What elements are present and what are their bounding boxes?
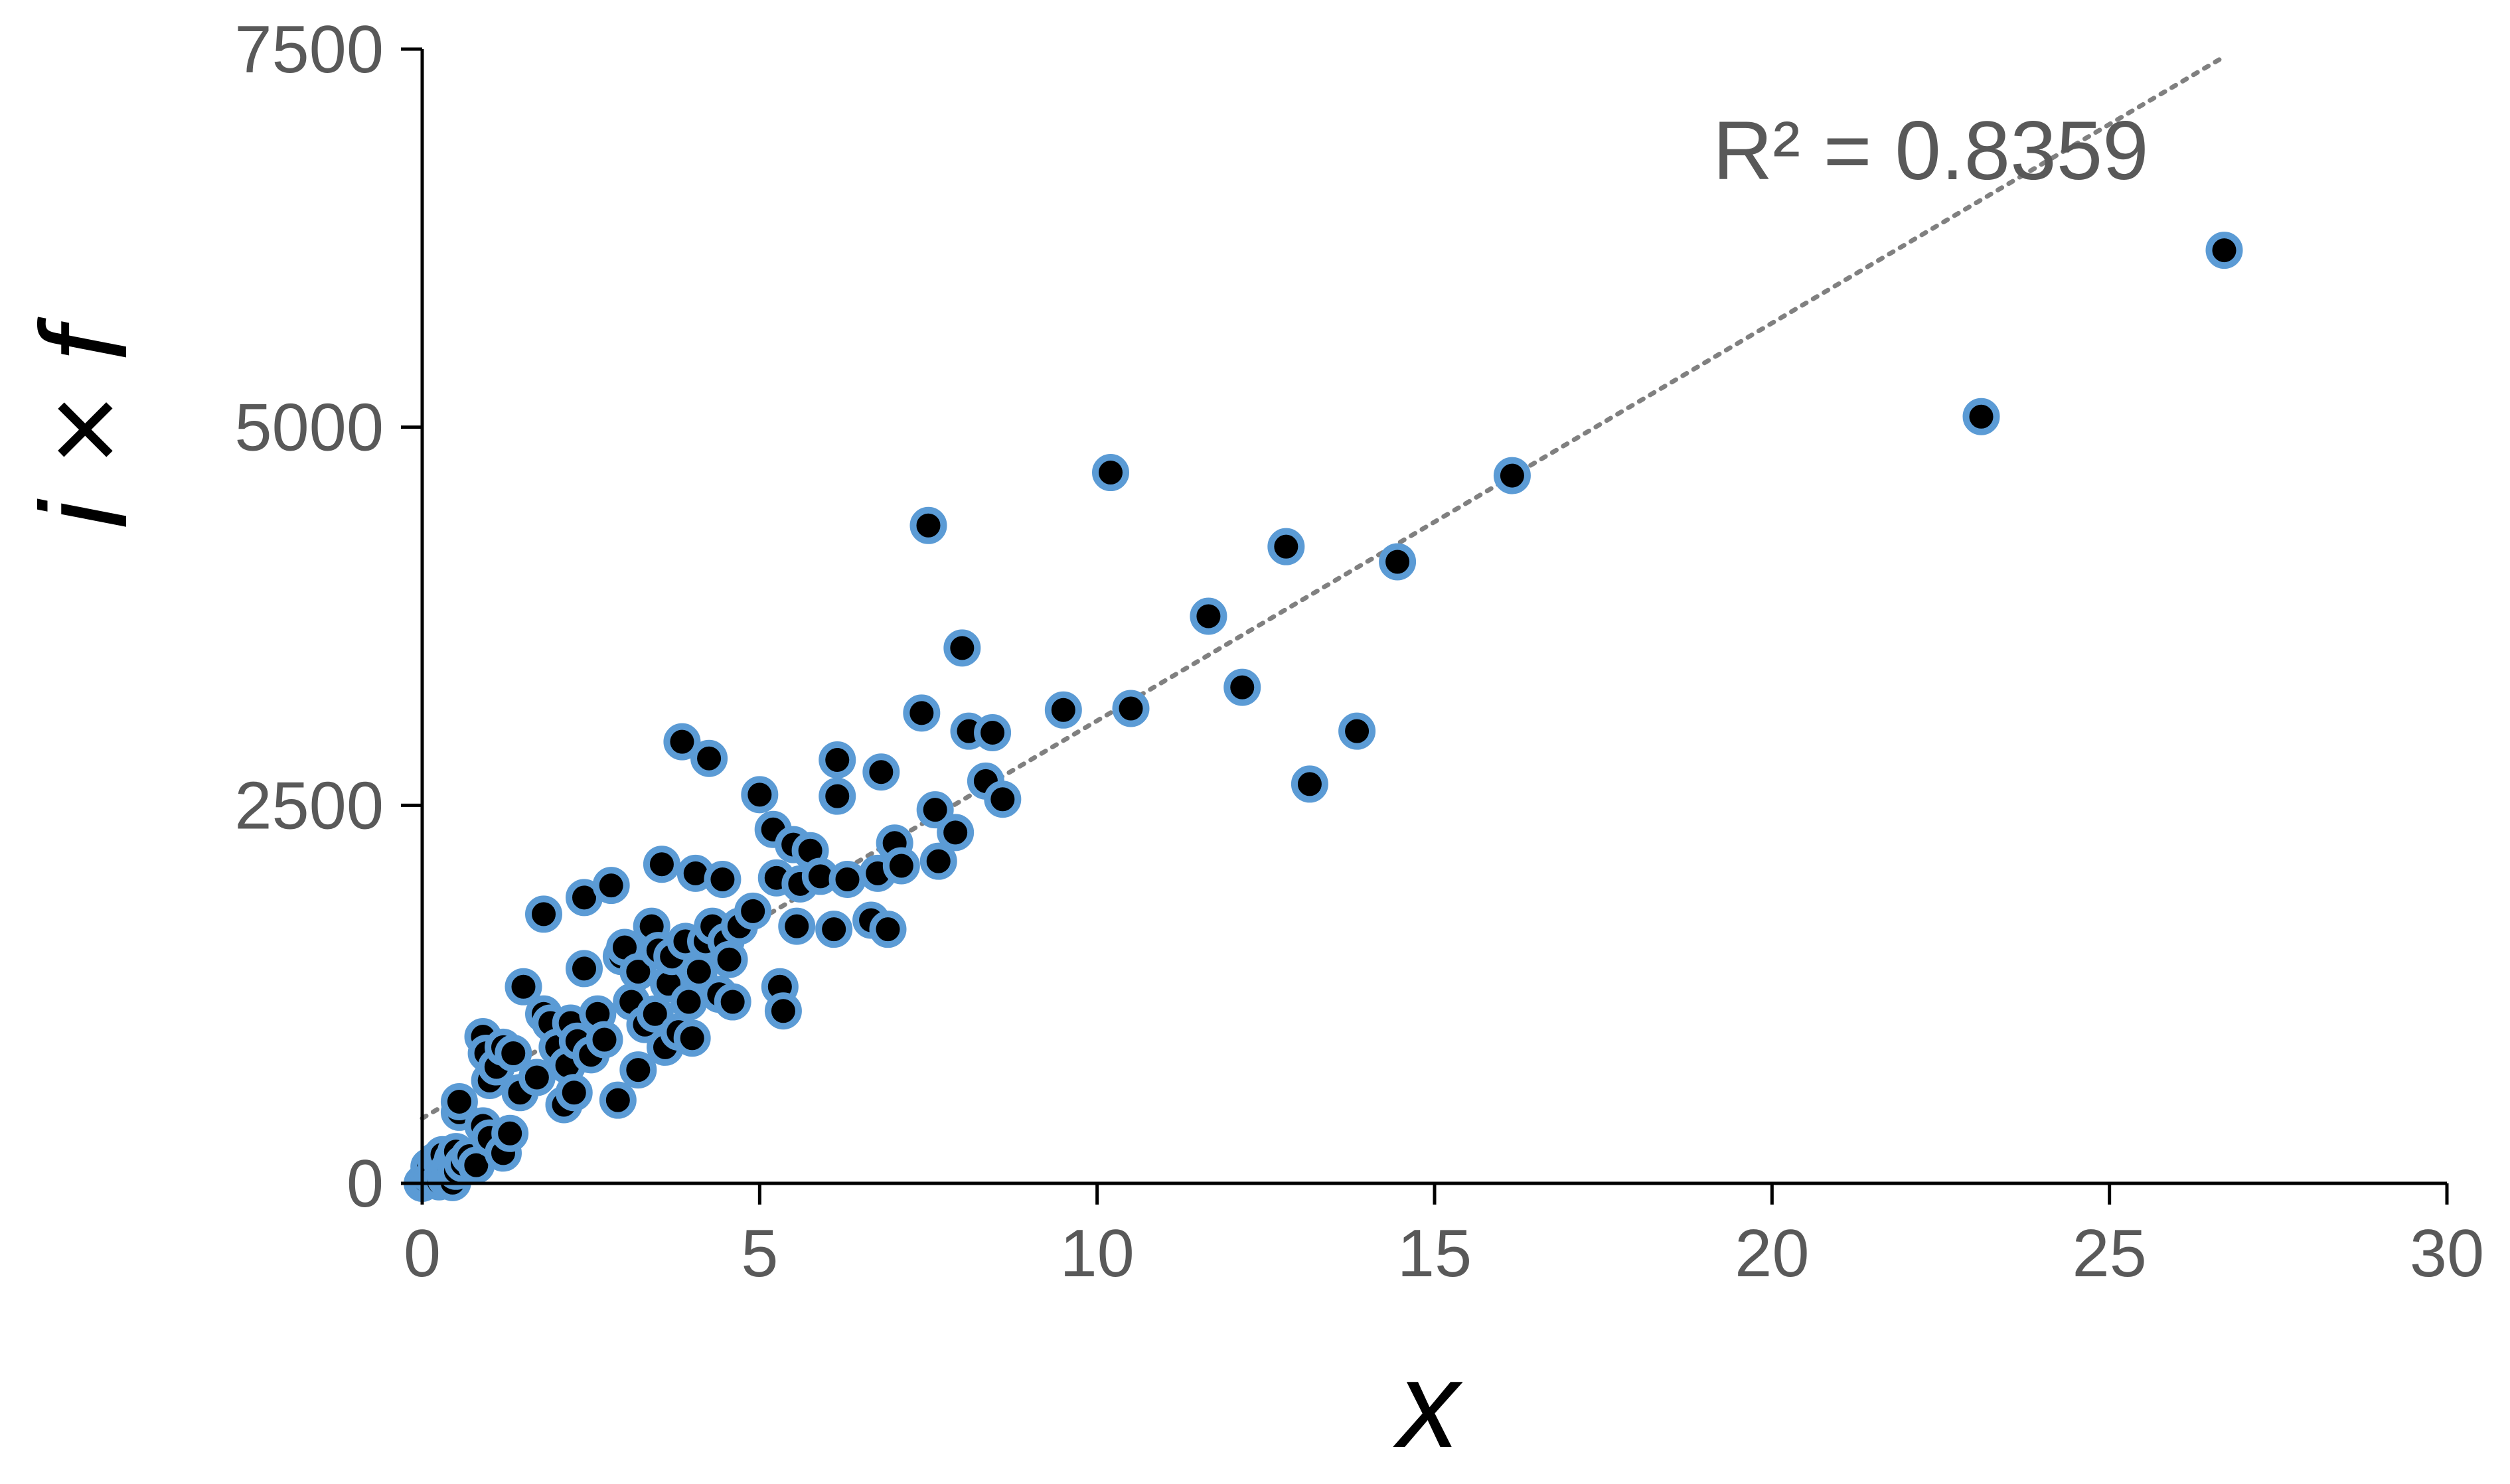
- data-point: [586, 1021, 623, 1059]
- data-point: [643, 846, 680, 883]
- data-points-group: [404, 232, 2243, 1202]
- tick-labels-group: 0 2500 5000 7500 0 5 10 15 20 25 30: [234, 13, 2484, 1291]
- data-point: [1190, 597, 1227, 635]
- y-tick-label: 2500: [234, 769, 384, 843]
- data-point: [937, 814, 975, 852]
- data-point: [1044, 691, 1082, 729]
- data-point: [862, 753, 900, 791]
- data-point: [828, 860, 866, 898]
- data-point: [734, 892, 772, 930]
- data-point: [869, 911, 907, 948]
- data-point: [636, 995, 674, 1033]
- data-point: [943, 629, 981, 667]
- data-point: [1338, 712, 1376, 750]
- data-point: [916, 791, 954, 829]
- data-point: [1379, 543, 1417, 581]
- data-point: [491, 1114, 529, 1152]
- data-point: [670, 983, 708, 1021]
- data-point: [1223, 668, 1261, 706]
- data-point: [599, 1081, 637, 1119]
- x-axis-title: x: [1393, 1337, 1463, 1473]
- data-point: [1291, 765, 1328, 803]
- x-tick-label: 25: [2072, 1217, 2146, 1291]
- data-point: [714, 983, 751, 1021]
- data-point: [704, 860, 742, 898]
- data-point: [592, 867, 630, 905]
- data-point: [673, 1019, 711, 1057]
- data-point: [495, 1035, 532, 1073]
- data-point: [882, 847, 920, 885]
- data-point: [1493, 457, 1531, 494]
- data-point: [974, 713, 1012, 751]
- data-point: [2205, 232, 2243, 269]
- data-point: [778, 907, 816, 945]
- data-point: [566, 950, 603, 988]
- data-point: [555, 1074, 593, 1112]
- data-point: [440, 1082, 478, 1120]
- data-point: [1267, 528, 1305, 565]
- r-squared-label: R² = 0.8359: [1713, 105, 2149, 197]
- data-point: [1962, 398, 2000, 435]
- y-tick-label: 7500: [234, 13, 384, 87]
- axes-group: [401, 47, 2449, 1205]
- x-tick-label: 5: [741, 1217, 778, 1291]
- data-point: [909, 506, 947, 544]
- data-point: [525, 895, 562, 933]
- data-point: [903, 694, 941, 732]
- data-point: [741, 776, 779, 814]
- x-tick-label: 15: [1397, 1217, 1472, 1291]
- data-point: [815, 911, 853, 948]
- trendline: [420, 54, 2227, 1121]
- data-point: [819, 741, 856, 779]
- data-point: [690, 739, 728, 777]
- data-point: [764, 992, 802, 1030]
- x-tick-label: 0: [404, 1217, 441, 1291]
- data-point: [819, 777, 856, 815]
- data-point: [1092, 454, 1129, 492]
- data-point: [663, 723, 701, 761]
- data-point: [984, 780, 1022, 818]
- data-point: [518, 1059, 556, 1096]
- x-tick-label: 20: [1735, 1217, 1809, 1291]
- y-tick-label: 5000: [234, 391, 384, 465]
- data-point: [505, 968, 542, 1005]
- data-point: [1112, 690, 1150, 727]
- data-point: [619, 1051, 657, 1089]
- y-axis-title: i × f: [16, 317, 153, 529]
- data-point: [919, 842, 957, 880]
- data-point: [710, 940, 748, 978]
- x-tick-label: 10: [1059, 1217, 1134, 1291]
- x-tick-label: 30: [2410, 1217, 2484, 1291]
- trendline-group: [420, 54, 2227, 1121]
- y-tick-label: 0: [347, 1147, 384, 1221]
